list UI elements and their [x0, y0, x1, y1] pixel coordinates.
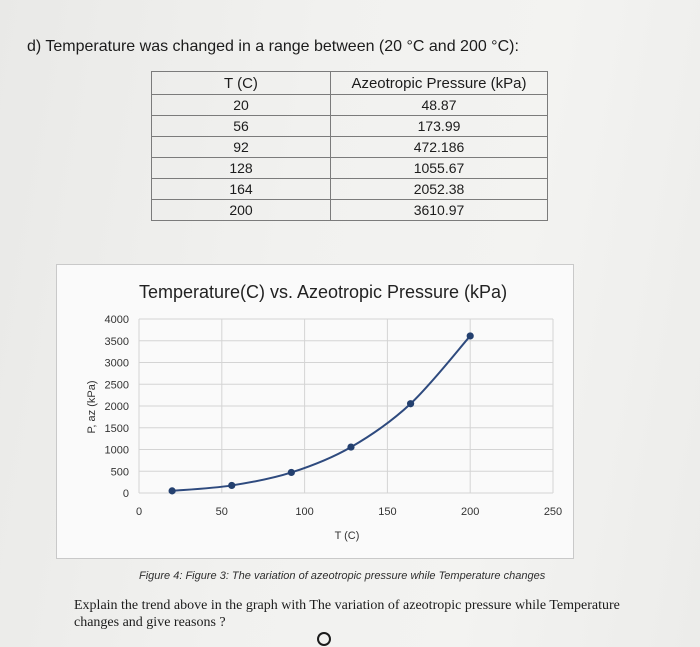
column-header-temperature: T (C) [151, 71, 331, 95]
y-tick-label: 4000 [105, 314, 129, 326]
table-row: 20 48.87 [151, 94, 548, 116]
circle-mark-icon [317, 632, 331, 646]
x-tick-label: 250 [544, 506, 562, 518]
cell-pressure: 1055.67 [330, 157, 548, 179]
cell-pressure: 173.99 [330, 115, 548, 137]
y-tick-label: 1000 [105, 445, 129, 457]
question-text: Explain the trend above in the graph wit… [74, 598, 620, 630]
chart-title: Temperature(C) vs. Azeotropic Pressure (… [139, 282, 507, 302]
x-tick-label: 200 [461, 506, 479, 518]
cell-pressure: 2052.38 [330, 178, 548, 200]
y-axis-label: P, az (kPa) [86, 381, 98, 434]
table-header-row: T (C) Azeotropic Pressure (kPa) [151, 71, 548, 95]
data-point [406, 400, 415, 408]
line-chart: Temperature(C) vs. Azeotropic Pressure (… [86, 282, 562, 542]
y-tick-label: 3000 [105, 358, 129, 370]
chart-container: Temperature(C) vs. Azeotropic Pressure (… [56, 264, 574, 559]
x-tick-label: 50 [216, 506, 228, 518]
table-row: 56 173.99 [151, 115, 548, 137]
data-point [287, 468, 295, 477]
table-row: 128 1055.67 [151, 157, 548, 179]
question-heading: d) Temperature was changed in a range be… [27, 38, 519, 55]
cell-pressure: 472.186 [330, 136, 548, 158]
x-axis-label: T (C) [335, 530, 360, 542]
table-row: 200 3610.97 [151, 199, 548, 221]
cell-temperature: 128 [151, 157, 331, 179]
x-tick-label: 0 [136, 506, 142, 518]
cell-temperature: 164 [151, 178, 331, 200]
data-point [466, 332, 474, 340]
cell-temperature: 20 [151, 94, 331, 116]
data-point [347, 443, 355, 451]
cell-pressure: 3610.97 [330, 199, 548, 221]
y-tick-label: 1500 [105, 423, 129, 435]
table-row: 164 2052.38 [151, 178, 548, 200]
column-header-pressure: Azeotropic Pressure (kPa) [330, 71, 548, 95]
cell-temperature: 200 [151, 199, 331, 221]
data-point [228, 481, 236, 490]
y-tick-label: 2500 [105, 379, 129, 391]
data-table: T (C) Azeotropic Pressure (kPa) 20 48.87… [151, 71, 548, 221]
data-point [168, 487, 176, 495]
table-row: 92 472.186 [151, 136, 548, 158]
y-tick-label: 2000 [105, 401, 129, 413]
figure-caption: Figure 4: Figure 3: The variation of aze… [139, 570, 546, 582]
x-tick-label: 100 [295, 506, 313, 518]
cell-temperature: 92 [151, 136, 331, 158]
cell-temperature: 56 [151, 115, 331, 137]
cell-pressure: 48.87 [330, 94, 548, 116]
x-tick-label: 150 [378, 506, 396, 518]
y-tick-label: 500 [111, 466, 129, 478]
series-line [172, 335, 471, 492]
y-tick-label: 0 [123, 488, 129, 500]
y-tick-label: 3500 [105, 336, 129, 348]
